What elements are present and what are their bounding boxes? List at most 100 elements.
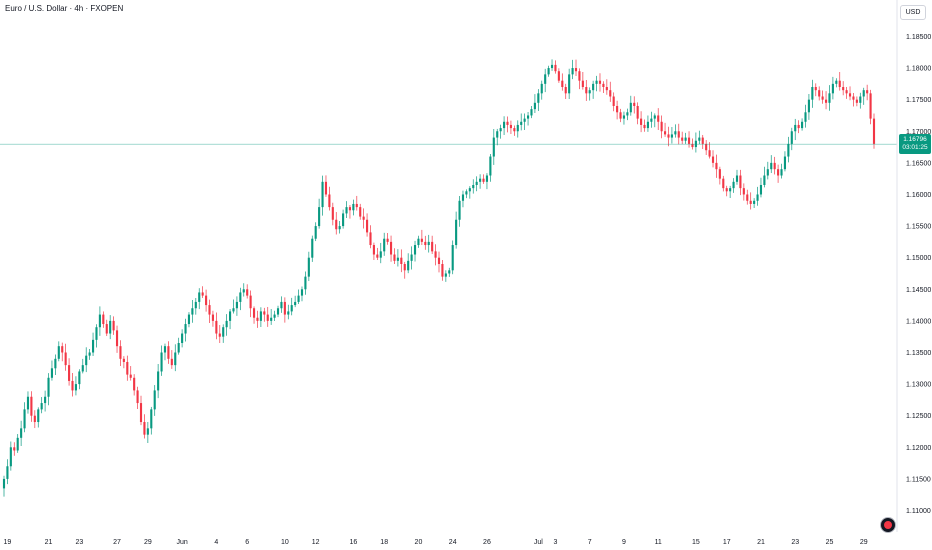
- candle-body: [461, 194, 465, 201]
- candle-body: [434, 251, 437, 258]
- candle-body: [845, 90, 848, 94]
- price-tick-label: 1.11500: [906, 476, 931, 483]
- price-tick-label: 1.16000: [906, 192, 931, 199]
- candle-body: [314, 226, 317, 239]
- candle-body: [520, 121, 523, 125]
- candle-body: [787, 143, 790, 157]
- candle-body: [732, 181, 735, 189]
- candle-body: [359, 207, 362, 217]
- candle-body: [194, 301, 197, 309]
- candle-body: [54, 358, 57, 369]
- candle-body: [229, 311, 232, 321]
- candle-body: [9, 447, 12, 467]
- candle-body: [57, 346, 60, 359]
- candle-body: [753, 200, 756, 204]
- price-tick-label: 1.15500: [906, 224, 931, 231]
- candle-body: [472, 184, 475, 189]
- candle-body: [684, 137, 687, 141]
- time-tick-label: 29: [860, 539, 868, 546]
- candle-body: [191, 308, 194, 315]
- candle-body: [222, 327, 225, 337]
- candle-body: [554, 64, 557, 72]
- candle-body: [725, 188, 728, 192]
- time-tick-label: 15: [692, 539, 700, 546]
- time-tick-label: 4: [214, 539, 218, 546]
- price-tick-label: 1.15000: [906, 255, 931, 262]
- price-tick-label: 1.12500: [906, 413, 931, 420]
- candle-body: [126, 361, 129, 375]
- candle-body: [160, 352, 163, 372]
- candle-body: [657, 115, 660, 122]
- candle-body: [547, 68, 550, 75]
- candle-body: [37, 409, 40, 423]
- candle-body: [578, 71, 581, 81]
- bar-countdown: 03:01:25: [902, 144, 928, 152]
- candle-body: [249, 295, 252, 309]
- candle-body: [633, 102, 636, 106]
- candle-body: [526, 115, 530, 119]
- candle-body: [2, 478, 6, 489]
- candle-body: [280, 301, 283, 309]
- candle-body: [602, 83, 605, 88]
- candle-body: [838, 80, 841, 88]
- candle-body: [831, 83, 834, 94]
- candle-body: [174, 352, 177, 366]
- candle-body: [489, 156, 492, 176]
- candle-body: [324, 181, 328, 195]
- candle-body: [544, 74, 547, 84]
- candle-body: [259, 311, 262, 321]
- tradingview-logo-icon[interactable]: [880, 517, 896, 533]
- candle-body: [592, 83, 595, 91]
- candle-body: [98, 314, 101, 328]
- time-tick-label: 24: [449, 539, 457, 546]
- candle-body: [74, 384, 77, 391]
- price-tick-label: 1.17000: [906, 129, 931, 136]
- candle-body: [6, 466, 9, 479]
- candle-body: [61, 346, 64, 353]
- time-tick-label: 20: [415, 539, 423, 546]
- candle-body: [115, 330, 119, 347]
- candle-body: [400, 257, 403, 264]
- candle-body: [225, 320, 228, 328]
- candle-body: [756, 194, 759, 201]
- candle-body: [482, 178, 485, 182]
- candle-body: [335, 219, 338, 230]
- candle-body: [455, 219, 458, 246]
- candle-body: [770, 162, 773, 170]
- candle-body: [355, 203, 358, 208]
- candle-body: [677, 131, 680, 138]
- candle-body: [715, 162, 718, 170]
- candle-body: [252, 308, 256, 318]
- candle-body: [643, 124, 646, 129]
- candle-body: [342, 213, 345, 227]
- candle-body: [650, 118, 653, 122]
- candle-body: [804, 112, 807, 122]
- candle-body: [33, 415, 36, 423]
- candle-body: [88, 352, 91, 356]
- currency-badge[interactable]: USD: [900, 5, 926, 20]
- candle-body: [379, 251, 382, 258]
- candle-body: [605, 87, 608, 91]
- candle-body: [50, 368, 54, 378]
- candle-body: [581, 80, 584, 88]
- candle-body: [653, 115, 656, 119]
- candle-body: [458, 200, 461, 220]
- candle-body: [557, 71, 560, 81]
- candle-body: [622, 115, 626, 119]
- candle-body: [561, 80, 564, 88]
- candle-body: [448, 270, 451, 274]
- candle-body: [674, 131, 677, 135]
- candle-body: [413, 245, 417, 255]
- candle-body: [468, 188, 471, 192]
- time-axis: 19 21 23 27 29 Jun 4 6 10 12 16 18 20 24 26 Jul 3 7 9 11 15 1…: [4, 539, 868, 546]
- candle-body: [550, 64, 554, 69]
- time-tick-label: 17: [723, 539, 731, 546]
- candle-body: [328, 194, 331, 208]
- time-tick-label: 7: [588, 539, 592, 546]
- candle-body: [869, 93, 872, 119]
- candle-body: [441, 264, 444, 277]
- candle-body: [506, 121, 509, 125]
- candle-body: [479, 178, 482, 182]
- candle-body: [348, 207, 352, 211]
